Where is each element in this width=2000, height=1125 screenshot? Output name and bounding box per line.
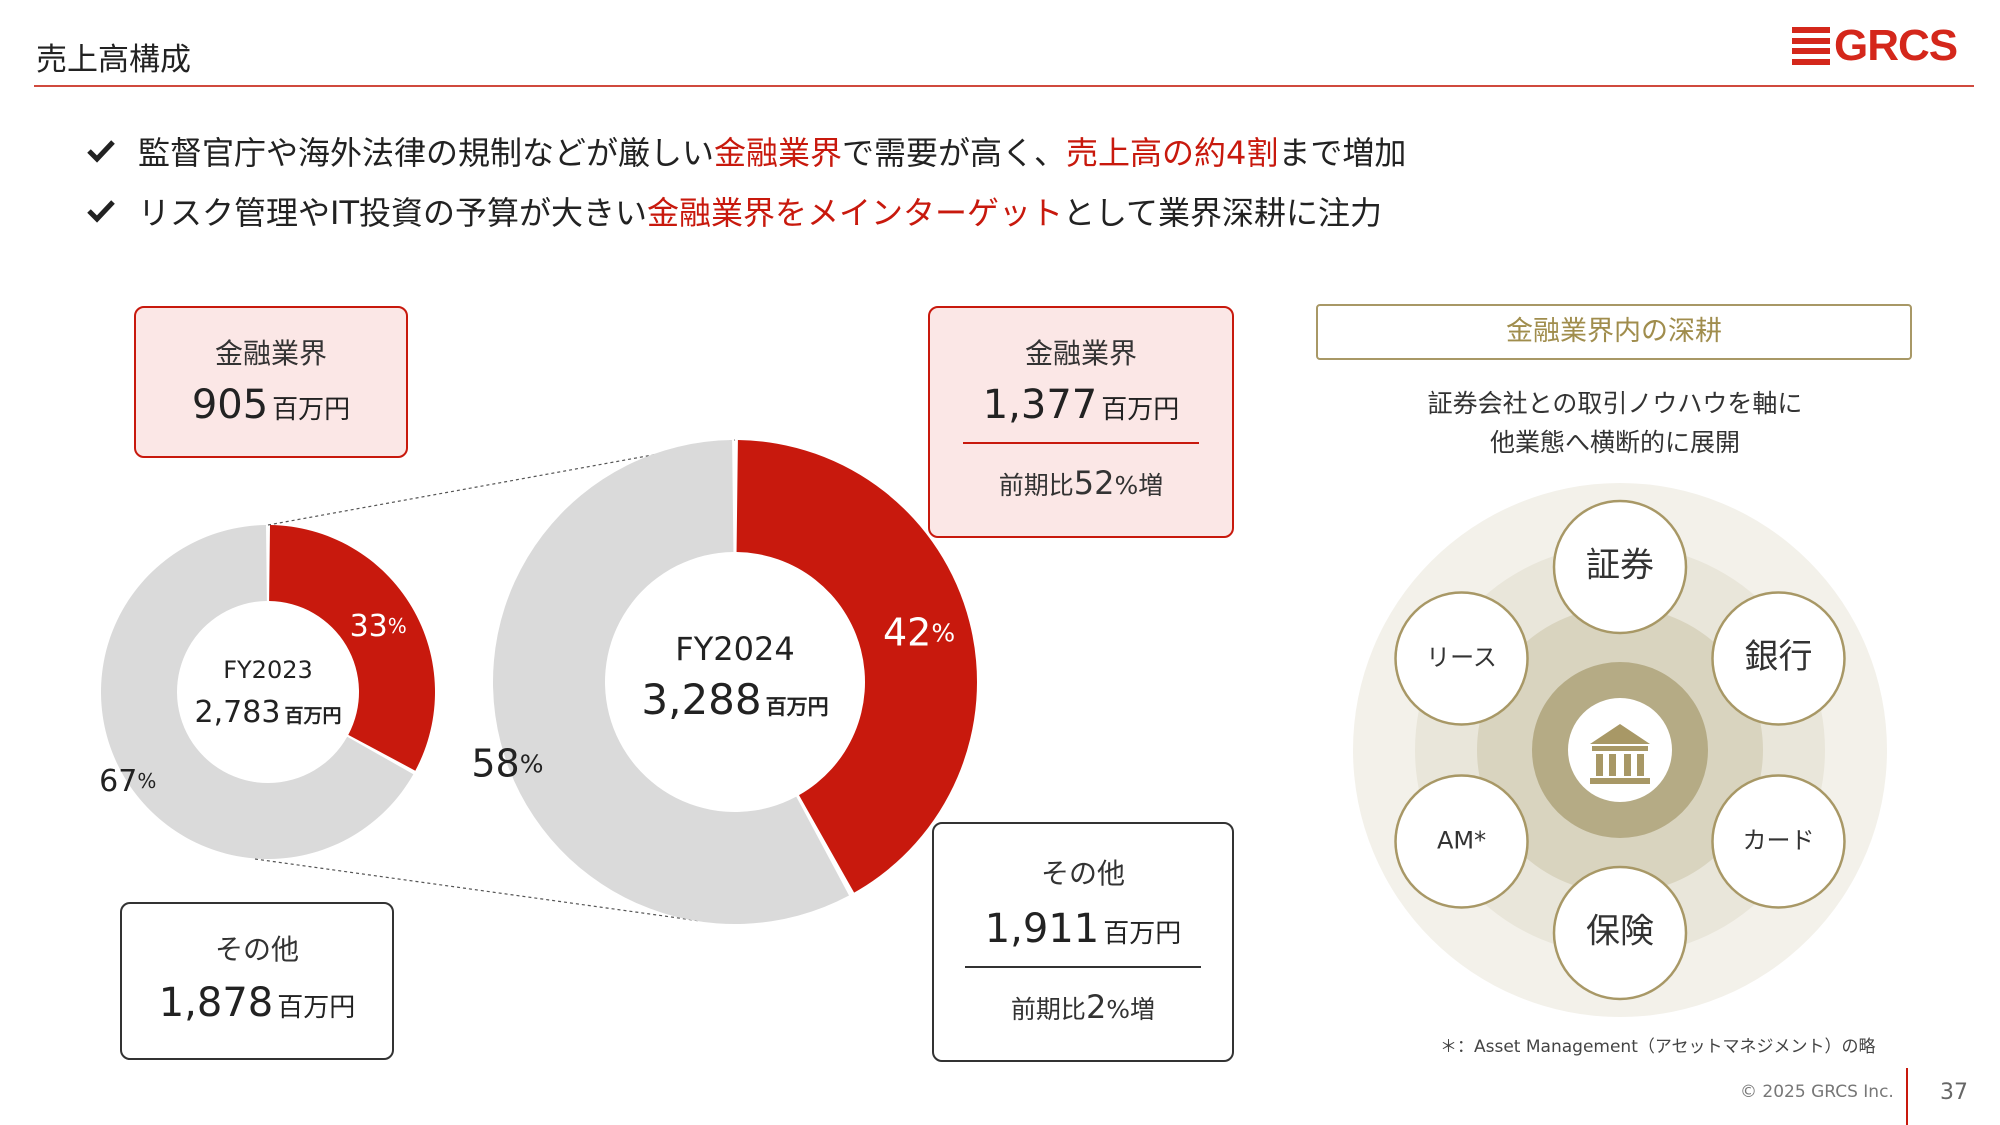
slice-label-1: 58% (471, 741, 543, 785)
box-unit: 百万円 (1103, 919, 1182, 949)
donut-slice-1 (101, 525, 414, 859)
donut-slice-0 (736, 440, 977, 893)
bullet-1-text: 監督官庁や海外法律の規制などが厳しい金融業界で需要が高く、売上高の約4割まで増加 (138, 128, 1406, 174)
donut-slice-0 (269, 525, 435, 771)
bullet-2-seg-0: リスク管理やIT投資の予算が大きい (138, 194, 647, 232)
zoom-connector-lines (254, 439, 736, 922)
bullet-2-seg-2: として業界深耕に注力 (1063, 194, 1383, 232)
box-divider (963, 442, 1199, 444)
deepening-title: 金融業界内の深耕 (1316, 304, 1912, 360)
box-value: 905 (191, 382, 269, 428)
box-divider (965, 966, 1201, 968)
sector-node-circle-4 (1394, 774, 1529, 909)
box-unit: 百万円 (1101, 395, 1180, 425)
footnote: ＊：Asset Management（アセットマネジメント）の略 (1440, 1037, 1876, 1057)
center-title: FY2024 (675, 630, 794, 668)
slice-label-1: 67% (99, 764, 156, 799)
checkmark-icon (87, 140, 115, 163)
sector-node-label-4: AM* (1437, 827, 1486, 855)
box-growth: 前期比52%増 (998, 463, 1164, 502)
sector-node-label-5: リース (1426, 644, 1497, 672)
box-fy2024-finance: 金融業界 1,377 百万円 前期比52%増 (928, 306, 1234, 538)
deepening-desc-line-2: 他業態へ横断的に展開 (1489, 428, 1740, 457)
box-label: その他 (1040, 857, 1125, 890)
box-label: 金融業界 (214, 337, 327, 370)
deepening-description: 証券会社との取引ノウハウを軸に 他業態へ横断的に展開 (1300, 384, 1930, 462)
chart-fy2024: 42% 58% FY2024 3,288 百万円 (471, 440, 977, 924)
header-divider (34, 85, 1974, 87)
bullet-1-seg-3: 売上高の約4割 (1066, 134, 1279, 172)
deepening-desc-line-1: 証券会社との取引ノウハウを軸に (1427, 389, 1803, 418)
connector-line-bottom (254, 858, 701, 922)
donut-slice-1 (492, 440, 850, 924)
center-title: FY2023 (223, 656, 313, 684)
box-unit: 百万円 (272, 395, 351, 425)
bank-icon (1590, 724, 1650, 784)
checkmark-icon (87, 200, 115, 223)
bullet-2: リスク管理やIT投資の予算が大きい金融業界をメインターゲットとして業界深耕に注力 (86, 188, 1382, 234)
box-value: 1,377 (982, 382, 1098, 428)
copyright: © 2025 GRCS Inc. (1740, 1082, 1894, 1102)
sector-node-circle-1 (1711, 591, 1846, 726)
connector-line-top (267, 439, 736, 526)
box-value: 1,911 (984, 906, 1100, 952)
grcs-logo: GRCS (1792, 21, 1958, 70)
logo-text: GRCS (1834, 21, 1958, 70)
box-unit: 百万円 (277, 993, 356, 1023)
sector-node-label-3: 保険 (1586, 912, 1654, 952)
slice-label-0: 33% (350, 608, 407, 643)
chart-fy2023: 33% 67% FY2023 2,783 百万円 (99, 525, 435, 859)
sector-node-circle-5 (1394, 591, 1529, 726)
bullet-1: 監督官庁や海外法律の規制などが厳しい金融業界で需要が高く、売上高の約4割まで増加 (86, 128, 1406, 174)
box-growth: 前期比2%増 (1010, 987, 1156, 1026)
center-value: 2,783 百万円 (195, 695, 342, 730)
bullet-2-seg-1: 金融業界をメインターゲット (647, 194, 1064, 232)
bullet-2-text: リスク管理やIT投資の予算が大きい金融業界をメインターゲットとして業界深耕に注力 (138, 188, 1382, 234)
page-divider (1906, 1068, 1908, 1125)
box-label: その他 (214, 933, 299, 966)
sector-node-label-0: 証券 (1586, 546, 1654, 586)
sector-node-label-2: カード (1742, 827, 1814, 855)
donut-charts: 33% 67% FY2023 2,783 百万円 42% 58% FY2024 3,288 百万… (99, 439, 977, 924)
center-value: 3,288 百万円 (641, 675, 828, 724)
bullet-1-seg-2: で需要が高く、 (842, 134, 1067, 172)
sector-node-circle-0 (1552, 499, 1688, 635)
sector-node-circle-2 (1711, 774, 1846, 909)
page-title: 売上高構成 (36, 42, 191, 78)
page-number: 37 (1940, 1080, 1968, 1105)
box-fy2024-other: その他 1,911 百万円 前期比2%増 (932, 822, 1234, 1062)
box-label: 金融業界 (1024, 337, 1137, 370)
sector-node-label-1: 銀行 (1744, 637, 1812, 677)
box-value: 1,878 (158, 980, 274, 1026)
sector-node-circle-3 (1552, 865, 1688, 1001)
box-fy2023-finance: 金融業界 905 百万円 (134, 306, 408, 458)
bullet-1-seg-4: まで増加 (1278, 134, 1407, 172)
box-fy2023-other: その他 1,878 百万円 (120, 902, 394, 1060)
slice-label-0: 42% (883, 610, 955, 654)
logo-bars-icon (1792, 27, 1830, 65)
bullet-1-seg-0: 監督官庁や海外法律の規制などが厳しい (138, 134, 715, 172)
bullet-1-seg-1: 金融業界 (714, 134, 843, 172)
